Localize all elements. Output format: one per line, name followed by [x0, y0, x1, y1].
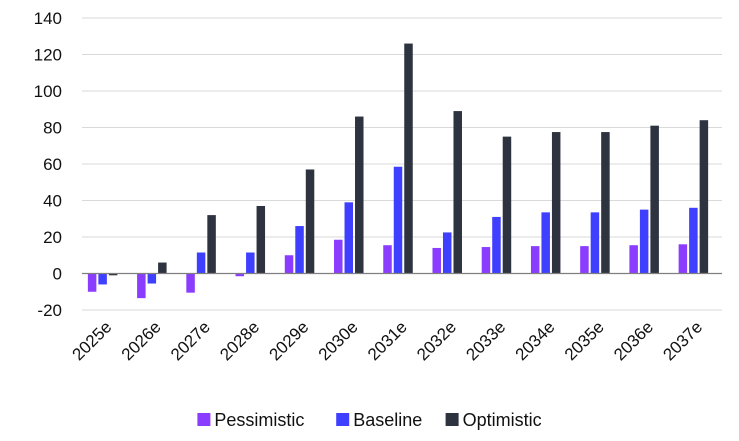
- bar-pessimistic-2031e: [383, 245, 392, 274]
- bar-optimistic-2028e: [256, 205, 266, 274]
- y-tick-label: -20: [37, 301, 62, 320]
- legend-swatch-baseline: [336, 413, 350, 426]
- bar-baseline-2025e: [98, 273, 107, 285]
- legend-label-pessimistic: Pessimistic: [214, 410, 304, 430]
- bar-optimistic-2031e: [404, 43, 413, 274]
- bar-optimistic-2037e: [699, 120, 709, 274]
- y-tick-label: 40: [43, 192, 62, 211]
- legend-label-baseline: Baseline: [353, 410, 422, 430]
- bar-pessimistic-2035e: [580, 246, 589, 274]
- bar-optimistic-2036e: [650, 125, 659, 274]
- bar-pessimistic-2026e: [137, 273, 146, 299]
- x-axis-tick-labels: 2025e 2026e 2027e 2028e 2029e 2030e 2031e 2032e…: [69, 317, 707, 364]
- x-tick-label: 2034e: [512, 317, 559, 364]
- bar-pessimistic-2036e: [629, 245, 638, 274]
- bar-pessimistic-2028e: [235, 273, 245, 277]
- bar-baseline-2030e: [344, 202, 354, 274]
- x-tick-label: 2028e: [216, 317, 263, 364]
- x-tick-label: 2035e: [561, 317, 608, 364]
- x-tick-label: 2027e: [167, 317, 214, 364]
- bar-pessimistic-2037e: [678, 244, 688, 274]
- y-tick-label: 20: [43, 228, 62, 247]
- bar-baseline-2026e: [147, 273, 157, 284]
- bar-pessimistic-2030e: [334, 239, 343, 274]
- legend: Pessimistic Baseline Optimistic: [197, 410, 542, 430]
- x-tick-label: 2026e: [118, 317, 165, 364]
- bar-optimistic-2027e: [207, 215, 216, 274]
- bar-optimistic-2029e: [305, 169, 315, 274]
- bar-optimistic-2034e: [551, 132, 561, 274]
- legend-label-optimistic: Optimistic: [463, 410, 542, 430]
- x-tick-label: 2037e: [659, 317, 706, 364]
- bar-optimistic-2033e: [502, 136, 512, 274]
- y-tick-label: 0: [53, 265, 62, 284]
- x-tick-label: 2031e: [364, 317, 411, 364]
- bar-optimistic-2035e: [601, 132, 610, 274]
- y-tick-label: 60: [43, 155, 62, 174]
- bar-optimistic-2026e: [158, 262, 167, 274]
- bar-pessimistic-2029e: [284, 255, 294, 274]
- y-tick-label: 140: [34, 9, 62, 28]
- bar-optimistic-2032e: [453, 111, 462, 274]
- x-tick-label: 2029e: [265, 317, 312, 364]
- y-axis-tick-labels: -20 0 20 40 60 80 100 120 140: [34, 9, 62, 320]
- x-tick-label: 2032e: [413, 317, 460, 364]
- legend-swatch-optimistic: [445, 413, 459, 426]
- bar-baseline-2034e: [541, 212, 550, 274]
- bar-pessimistic-2032e: [432, 247, 441, 274]
- bar-baseline-2032e: [442, 232, 452, 274]
- y-tick-label: 80: [43, 119, 62, 138]
- x-tick-label: 2025e: [69, 317, 116, 364]
- bar-pessimistic-2033e: [481, 247, 491, 274]
- bar-baseline-2033e: [492, 216, 501, 274]
- bar-optimistic-2030e: [355, 116, 364, 274]
- bar-pessimistic-2034e: [530, 246, 540, 274]
- x-tick-label: 2033e: [462, 317, 509, 364]
- y-tick-label: 100: [34, 82, 62, 101]
- bars: [87, 43, 709, 299]
- bar-baseline-2029e: [295, 226, 304, 274]
- bar-baseline-2027e: [196, 252, 206, 274]
- bar-baseline-2028e: [246, 252, 255, 274]
- bar-optimistic-2025e: [108, 273, 118, 276]
- x-tick-label: 2036e: [610, 317, 657, 364]
- bar-baseline-2035e: [590, 212, 600, 274]
- y-tick-label: 120: [34, 46, 62, 65]
- bar-pessimistic-2027e: [186, 273, 195, 293]
- bar-pessimistic-2025e: [87, 273, 97, 292]
- bar-baseline-2036e: [639, 209, 649, 274]
- bar-baseline-2031e: [393, 166, 403, 274]
- legend-swatch-pessimistic: [197, 413, 211, 426]
- bar-baseline-2037e: [689, 207, 698, 274]
- x-tick-label: 2030e: [315, 317, 362, 364]
